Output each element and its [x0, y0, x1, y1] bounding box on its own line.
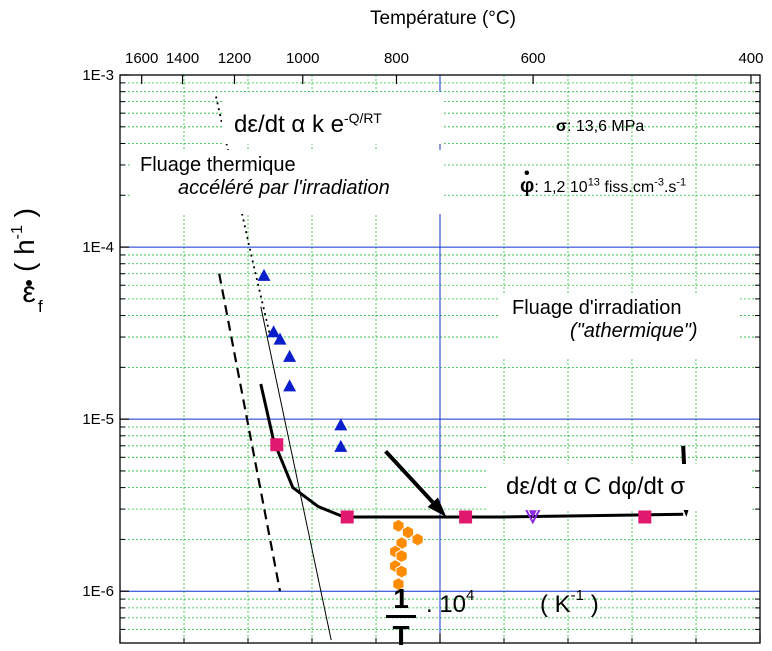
top-tick-label: 1000: [286, 50, 319, 67]
svg-text:1: 1: [393, 583, 409, 614]
thermal-creep-box: Fluage thermique accéléré par l'irradiat…: [130, 150, 442, 214]
hexagon-marker: [392, 518, 405, 533]
irradiation-formula-box: dε/dt α C dφ/dt σ: [488, 464, 750, 510]
axis-ticks: 1E-61E-51E-41E-3510151600140012001000800…: [82, 50, 763, 643]
svg-text:ε: ε: [22, 276, 35, 309]
square-marker: [638, 510, 652, 524]
svg-text:( h-1 ): ( h-1 ): [9, 208, 40, 272]
triangle-down-marker-inner: [528, 510, 537, 519]
svg-text:T: T: [392, 620, 409, 651]
hexagon-marker: [395, 549, 408, 564]
y-tick-label: 1E-3: [82, 67, 114, 84]
data-markers: [257, 268, 652, 592]
x-axis-title: 1 T . 104 ( K-1 ): [386, 583, 599, 651]
hexagon-marker: [395, 564, 408, 579]
triangle-up-marker: [283, 379, 297, 392]
square-marker: [459, 510, 473, 524]
svg-text:. 104: . 104: [426, 587, 474, 618]
svg-text:f: f: [38, 297, 43, 316]
top-tick-label: 1600: [125, 50, 158, 67]
hexagon-marker: [401, 525, 415, 540]
irradiation-creep-box: Fluage d'irradiation ("athermique"): [498, 295, 738, 357]
square-marker: [340, 510, 354, 524]
arrow-head: [427, 497, 447, 517]
thermal-formula-exponent: -Q/RT: [343, 110, 382, 126]
line-thin: [260, 306, 332, 641]
thermal-formula: dε/dt α k e: [234, 111, 344, 138]
thermal-formula-box: dε/dt α k e-Q/RT: [222, 92, 442, 144]
top-axis-title: Température (°C): [370, 8, 516, 29]
triangle-up-marker: [334, 439, 348, 452]
square-marker: [270, 438, 284, 452]
hexagon-marker: [392, 577, 405, 592]
arrow-shaft: [384, 449, 435, 504]
irradiation-creep-subtitle: ("athermique"): [570, 320, 698, 342]
top-tick-label: 1200: [218, 50, 251, 67]
thermal-creep-title: Fluage thermique: [140, 154, 296, 176]
svg-text:( K-1 ): ( K-1 ): [540, 587, 599, 618]
line-dashed: [218, 273, 282, 592]
top-tick-label: 1400: [166, 50, 199, 67]
triangle-up-marker: [267, 325, 281, 338]
triangle-up-marker: [334, 418, 348, 431]
y-axis-title: ε f ( h-1 ): [9, 208, 43, 316]
top-tick-label: 800: [384, 50, 409, 67]
y-tick-label: 1E-5: [82, 411, 114, 428]
line-dotted: [215, 96, 272, 338]
y-tick-label: 1E-4: [82, 239, 114, 256]
flux-label: • φ: 1,2 1013 fiss.cm-3.s-1: [520, 165, 687, 197]
irradiation-creep-title: Fluage d'irradiation: [512, 297, 682, 319]
top-tick-label: 400: [738, 50, 763, 67]
triangle-up-marker: [283, 349, 297, 362]
hexagon-marker: [411, 532, 424, 547]
thermal-creep-subtitle: accéléré par l'irradiation: [178, 177, 390, 199]
top-tick-label: 600: [521, 50, 546, 67]
triangle-up-marker: [273, 332, 287, 345]
sigma-label: σ: 13,6 MPa: [556, 118, 645, 135]
triangle-up-marker: [257, 268, 271, 281]
y-tick-label: 1E-6: [82, 583, 114, 600]
